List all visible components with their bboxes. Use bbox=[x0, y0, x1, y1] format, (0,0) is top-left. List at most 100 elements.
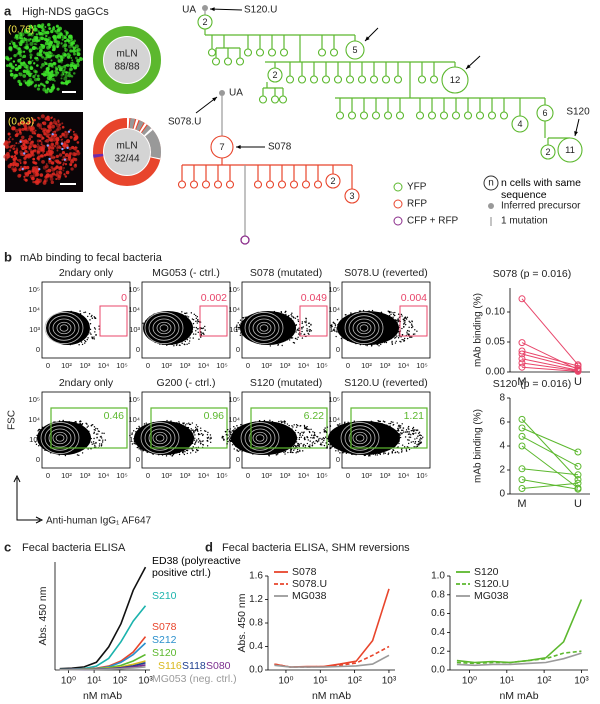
event bbox=[88, 313, 91, 315]
event bbox=[407, 425, 410, 428]
cell-dot bbox=[19, 37, 22, 40]
cell-dot bbox=[7, 164, 12, 169]
legend-marker bbox=[393, 216, 403, 226]
event bbox=[80, 420, 82, 423]
cell-dot bbox=[34, 179, 39, 184]
event bbox=[290, 449, 292, 451]
event bbox=[405, 429, 408, 431]
event bbox=[93, 432, 95, 435]
x-tick-label: 10³ bbox=[280, 471, 291, 480]
event bbox=[301, 328, 303, 330]
cell-dot bbox=[29, 53, 33, 57]
cell-dot bbox=[12, 164, 15, 167]
event bbox=[64, 454, 67, 457]
cell-dot bbox=[30, 26, 33, 29]
event bbox=[186, 452, 189, 455]
event bbox=[206, 433, 209, 436]
pair-line bbox=[521, 435, 579, 467]
event bbox=[397, 321, 399, 323]
event bbox=[401, 423, 403, 425]
leaf-node bbox=[463, 111, 473, 120]
event bbox=[235, 328, 238, 331]
cell-dot bbox=[70, 167, 74, 171]
x-tick-label: U bbox=[574, 498, 582, 510]
event bbox=[98, 445, 101, 447]
cell-dot bbox=[37, 122, 40, 125]
event bbox=[296, 316, 299, 318]
x-tick-label: 0 bbox=[46, 471, 50, 480]
event bbox=[398, 427, 400, 429]
event bbox=[204, 329, 206, 331]
event bbox=[412, 426, 415, 429]
cell-dot bbox=[31, 125, 34, 128]
panel-label: d bbox=[205, 539, 213, 554]
event bbox=[335, 335, 337, 338]
event bbox=[129, 434, 131, 437]
cell-dot bbox=[49, 62, 54, 67]
event bbox=[236, 330, 238, 332]
cell-dot bbox=[52, 35, 54, 38]
cell-dot bbox=[51, 143, 54, 146]
cell-dot bbox=[28, 145, 32, 149]
event bbox=[308, 445, 311, 448]
arrow-head bbox=[365, 36, 370, 41]
event bbox=[323, 430, 326, 432]
legend-label: MG053 (neg. ctrl.) bbox=[152, 673, 237, 685]
event bbox=[298, 327, 300, 329]
event bbox=[192, 449, 194, 452]
event bbox=[340, 337, 343, 340]
x-tick-label: U bbox=[574, 376, 582, 388]
cell-dot bbox=[17, 174, 22, 178]
event bbox=[240, 424, 242, 426]
cell-dot bbox=[49, 177, 54, 181]
cell-dot bbox=[55, 141, 59, 144]
event bbox=[408, 326, 410, 329]
event bbox=[398, 331, 400, 333]
event bbox=[227, 437, 229, 439]
event bbox=[394, 342, 397, 344]
x-tick-label: 10² bbox=[361, 471, 372, 480]
event bbox=[408, 448, 411, 451]
cell-dot bbox=[41, 159, 45, 164]
event bbox=[420, 441, 423, 443]
cell-dot bbox=[55, 159, 60, 164]
event bbox=[295, 452, 297, 454]
event bbox=[188, 340, 191, 342]
x-tick-label: 10⁵ bbox=[116, 471, 127, 480]
cell-dot bbox=[49, 133, 51, 136]
cell-dot bbox=[60, 77, 63, 80]
event bbox=[399, 427, 402, 429]
cell-dot bbox=[67, 39, 71, 43]
cell-dot bbox=[28, 120, 32, 124]
event bbox=[199, 427, 202, 429]
event bbox=[194, 426, 197, 429]
event bbox=[192, 337, 194, 339]
y-tick-label: 10⁵ bbox=[229, 285, 240, 294]
event bbox=[94, 444, 96, 447]
plot-title: S078.U (reverted) bbox=[344, 267, 427, 279]
cell-dot bbox=[12, 60, 16, 63]
cell-dot bbox=[73, 52, 76, 56]
node bbox=[344, 188, 360, 204]
leaf-node bbox=[240, 235, 250, 245]
cell-dot bbox=[18, 72, 23, 77]
y-tick-label: 10⁵ bbox=[129, 285, 140, 294]
contour bbox=[56, 321, 72, 335]
event bbox=[305, 321, 307, 324]
cell-dot bbox=[64, 175, 68, 178]
event bbox=[98, 439, 100, 441]
event bbox=[305, 427, 308, 430]
cell-dot bbox=[36, 87, 41, 91]
panel-label: c bbox=[4, 539, 11, 554]
event bbox=[416, 437, 418, 439]
series-line bbox=[59, 566, 147, 670]
cell-dot bbox=[6, 156, 9, 159]
cell-dot bbox=[31, 176, 35, 180]
event bbox=[392, 424, 394, 426]
y-tick-label: 8 bbox=[499, 393, 505, 404]
event bbox=[195, 314, 197, 317]
cell-dot bbox=[77, 52, 80, 55]
event bbox=[411, 326, 414, 328]
cell-dot bbox=[14, 166, 17, 169]
event bbox=[229, 435, 231, 437]
